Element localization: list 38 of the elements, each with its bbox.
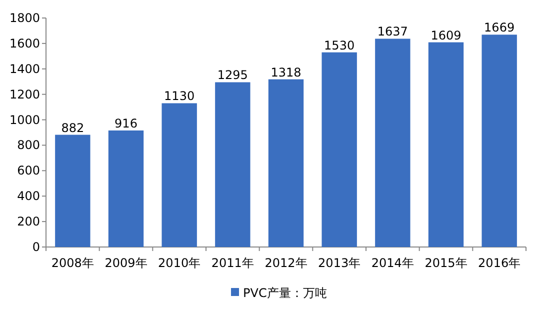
x-tick-label: 2016年 xyxy=(478,256,521,270)
legend-label: PVC产量：万吨 xyxy=(243,286,327,300)
y-tick-label: 1400 xyxy=(9,62,40,76)
bar xyxy=(268,79,304,247)
x-tick-label: 2012年 xyxy=(264,256,308,270)
y-tick-label: 600 xyxy=(17,164,40,178)
data-label: 1637 xyxy=(377,24,408,39)
y-tick-label: 0 xyxy=(32,240,40,254)
y-tick-label: 200 xyxy=(17,214,40,229)
y-tick-label: 1200 xyxy=(9,87,40,102)
bar xyxy=(55,134,90,247)
bar xyxy=(215,82,250,247)
bar xyxy=(108,130,144,247)
data-label: 916 xyxy=(114,116,138,130)
x-tick-label: 2011年 xyxy=(211,256,254,270)
x-tick-label: 2010年 xyxy=(158,256,201,270)
bar xyxy=(322,52,357,247)
data-label: 1609 xyxy=(430,28,462,42)
data-label: 882 xyxy=(61,120,84,135)
data-label: 1318 xyxy=(270,65,302,80)
y-tick-label: 1800 xyxy=(9,11,40,25)
data-label: 1669 xyxy=(484,20,515,35)
x-tick-label: 2009年 xyxy=(104,256,148,270)
y-tick-label: 400 xyxy=(17,189,40,204)
x-tick-label: 2008年 xyxy=(51,256,94,270)
bar xyxy=(482,34,517,247)
bar xyxy=(375,38,410,247)
x-tick-label: 2014年 xyxy=(371,256,414,270)
data-label: 1130 xyxy=(164,89,195,104)
y-tick-label: 1000 xyxy=(9,112,40,127)
data-label: 1295 xyxy=(217,68,248,82)
x-tick-label: 2013年 xyxy=(318,256,361,270)
y-tick-label: 1600 xyxy=(9,36,40,50)
x-tick-label: 2015年 xyxy=(424,256,468,270)
bar xyxy=(162,103,197,247)
bar xyxy=(428,42,464,247)
y-tick-label: 800 xyxy=(17,138,40,152)
data-label: 1530 xyxy=(324,38,355,52)
